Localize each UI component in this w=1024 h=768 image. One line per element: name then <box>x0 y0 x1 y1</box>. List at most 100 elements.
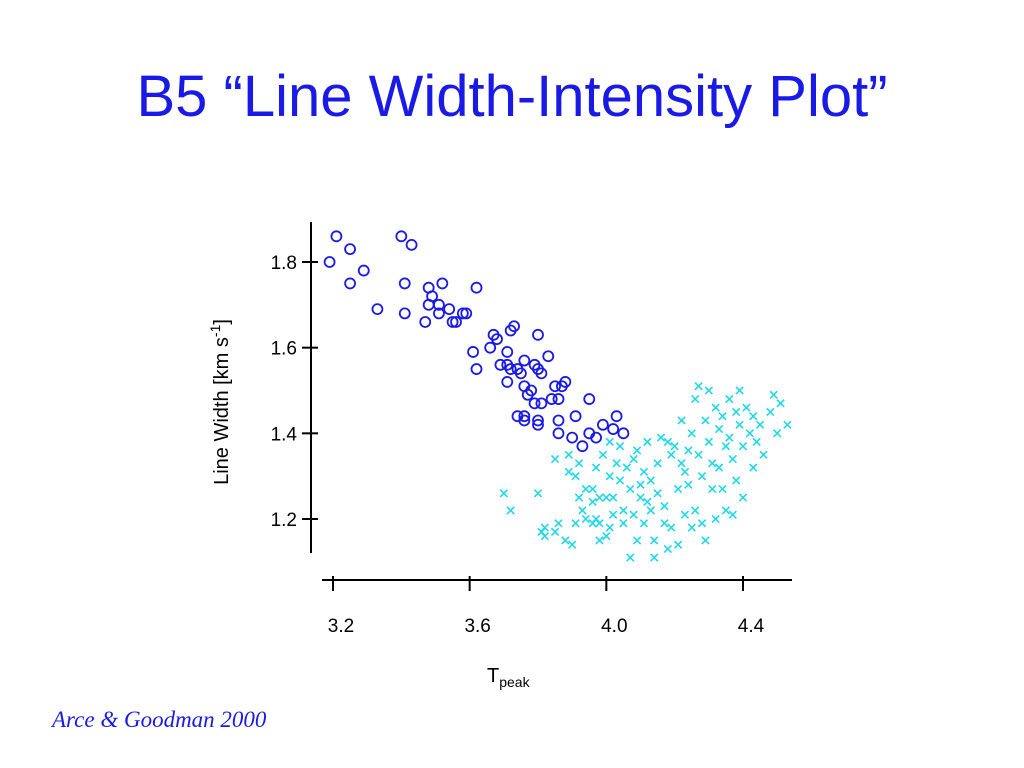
data-point-circle <box>344 243 356 256</box>
data-point-cross <box>769 390 778 399</box>
data-point-cross <box>581 484 590 494</box>
citation: Arce & Goodman 2000 <box>52 707 267 732</box>
data-point-cross <box>571 519 580 528</box>
data-point-cross <box>701 416 710 425</box>
data-point-cross <box>673 540 683 549</box>
data-point-circle <box>583 393 596 405</box>
data-point-circle <box>607 423 620 435</box>
data-point-cross <box>626 553 635 562</box>
data-point-cross <box>554 519 563 528</box>
data-point-circle <box>515 367 527 380</box>
data-point-cross <box>574 459 584 468</box>
data-point-cross <box>632 536 642 545</box>
data-point-cross <box>687 523 696 532</box>
data-point-cross <box>738 442 748 451</box>
data-point-cross <box>622 463 631 472</box>
slide-title: B5 “Line Width-Intensity Plot” <box>136 64 888 129</box>
x-tick-label: 4.4 <box>738 616 765 637</box>
data-point-circle <box>419 316 432 328</box>
data-point-circle <box>436 277 449 290</box>
data-point-cross <box>643 497 652 507</box>
data-point-circle <box>501 346 514 358</box>
data-point-circle <box>398 277 411 290</box>
data-point-cross <box>619 506 628 515</box>
y-axis-label-sup: -1 <box>207 324 223 337</box>
data-point-cross <box>636 480 645 489</box>
data-point-circle <box>443 303 456 316</box>
data-point-circle <box>542 350 555 363</box>
data-point-cross <box>571 472 580 481</box>
x-axis: 3.2 3.6 4.0 4.4 <box>322 576 792 637</box>
data-point-cross <box>728 454 737 464</box>
data-point-circle <box>426 290 438 303</box>
data-point-circle <box>532 414 544 427</box>
data-point-cross <box>735 386 744 395</box>
data-point-cross <box>725 433 734 442</box>
data-point-circle <box>371 303 384 316</box>
x-tick-label: 4.0 <box>601 616 627 637</box>
data-point-circle <box>344 277 356 290</box>
data-point-cross <box>759 450 768 459</box>
data-point-cross <box>646 506 655 515</box>
data-point-cross <box>667 450 676 459</box>
data-point-cross <box>732 476 741 485</box>
y-axis-label-main: Line Width [km s <box>211 337 233 485</box>
data-point-cross <box>550 454 560 464</box>
data-point-cross <box>609 510 618 519</box>
data-point-cross <box>499 489 508 498</box>
data-point-circle <box>395 230 408 243</box>
data-point-cross <box>574 493 584 502</box>
data-point-cross <box>718 412 727 421</box>
data-point-cross <box>663 544 672 554</box>
data-point-cross <box>694 382 703 391</box>
data-point-cross <box>643 437 652 447</box>
data-point-cross <box>564 467 573 477</box>
data-point-cross <box>619 519 628 528</box>
data-point-circle <box>552 393 565 405</box>
data-point-circle <box>617 427 630 440</box>
data-point-cross <box>632 446 642 455</box>
data-point-cross <box>745 429 754 438</box>
data-point-cross <box>568 540 577 549</box>
data-point-cross <box>711 403 720 412</box>
y-tick-label: 1.4 <box>271 424 298 445</box>
data-point-cross <box>697 472 707 481</box>
data-point-cross <box>653 459 662 468</box>
data-point-cross <box>667 523 676 532</box>
data-point-circle <box>323 256 336 268</box>
data-point-cross <box>660 519 669 528</box>
y-tick-label: 1.2 <box>271 510 297 531</box>
data-point-circle <box>518 354 531 367</box>
data-point-cross <box>680 467 690 477</box>
data-point-circle <box>597 418 609 431</box>
data-point-circle <box>501 376 514 388</box>
data-point-cross <box>711 514 720 524</box>
data-point-cross <box>540 523 549 532</box>
data-point-cross <box>714 463 724 472</box>
data-point-cross <box>728 510 737 519</box>
y-tick-label: 1.8 <box>271 253 297 274</box>
data-point-cross <box>694 450 703 459</box>
data-point-cross <box>773 429 782 438</box>
series-crosses <box>499 382 792 562</box>
data-point-cross <box>684 446 693 455</box>
data-point-cross <box>783 420 792 429</box>
data-point-cross <box>742 403 751 412</box>
series-circles <box>323 230 630 453</box>
data-point-cross <box>605 437 614 447</box>
x-axis-label: Tpeak <box>487 665 531 690</box>
data-point-cross <box>663 437 672 447</box>
data-point-circle <box>566 431 579 444</box>
data-point-circle <box>610 410 623 423</box>
data-point-cross <box>615 476 625 485</box>
data-point-cross <box>704 386 713 395</box>
data-point-cross <box>629 454 638 464</box>
data-point-cross <box>561 536 570 545</box>
data-point-cross <box>701 536 710 545</box>
data-point-cross <box>691 394 700 404</box>
data-point-cross <box>677 459 686 468</box>
data-point-cross <box>615 442 625 451</box>
data-point-cross <box>673 484 683 494</box>
data-point-circle <box>518 410 531 423</box>
data-point-circle <box>405 238 418 251</box>
